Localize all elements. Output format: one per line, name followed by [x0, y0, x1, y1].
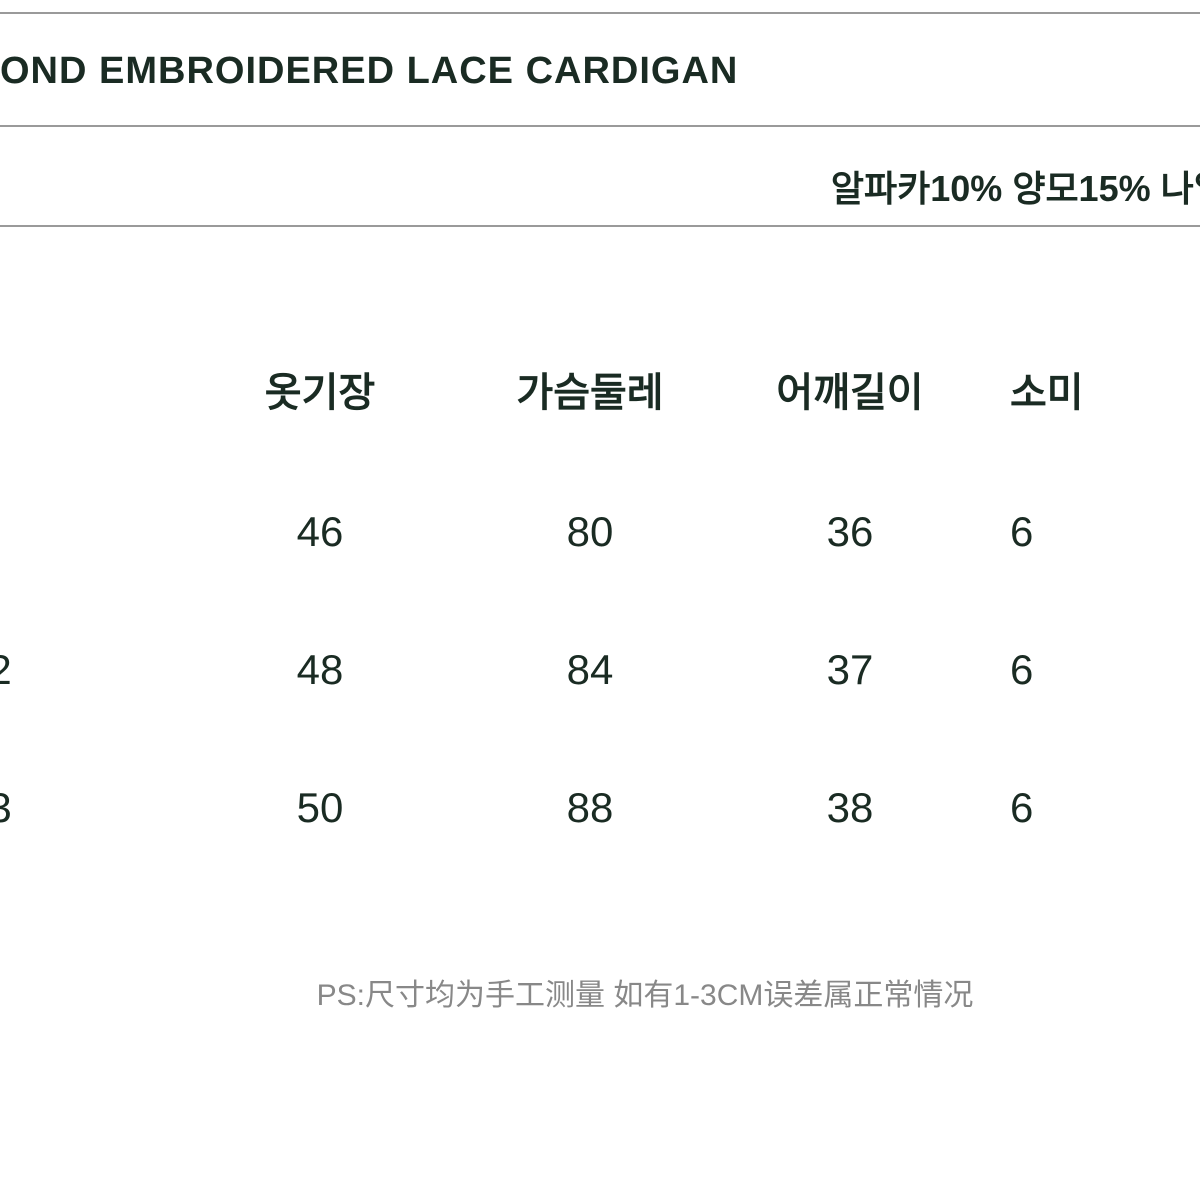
header-size	[0, 360, 60, 418]
table-row: 2 48 84 37 6	[0, 646, 1200, 694]
cell-sleeve: 6	[1010, 646, 1190, 694]
cell-chest: 84	[460, 646, 720, 694]
cell-length: 50	[180, 784, 460, 832]
product-title: OND EMBROIDERED LACE CARDIGAN	[0, 50, 738, 93]
table-row: 3 50 88 38 6	[0, 784, 1200, 832]
cell-sleeve: 6	[1010, 784, 1190, 832]
table-header-row: 옷기장 가슴둘레 어깨길이 소미	[0, 360, 1200, 418]
cell-size: 2	[0, 646, 60, 694]
header-length: 옷기장	[180, 360, 460, 418]
header-shoulder: 어깨길이	[720, 360, 980, 418]
cell-sleeve: 6	[1010, 508, 1190, 556]
cell-shoulder: 38	[720, 784, 980, 832]
cell-shoulder: 37	[720, 646, 980, 694]
footnote: PS:尺寸均为手工测量 如有1-3CM误差属正常情况	[0, 970, 1200, 1014]
cell-length: 48	[180, 646, 460, 694]
cell-size: 3	[0, 784, 60, 832]
title-border	[0, 125, 1200, 127]
header-sleeve: 소미	[1010, 360, 1190, 418]
cell-length: 46	[180, 508, 460, 556]
size-table: 옷기장 가슴둘레 어깨길이 소미 46 80 36 6 2 48 84 37 6…	[0, 360, 1200, 832]
table-row: 46 80 36 6	[0, 508, 1200, 556]
material-border	[0, 225, 1200, 227]
material-text: 알파카10% 양모15% 나일론3	[831, 160, 1200, 212]
cell-chest: 80	[460, 508, 720, 556]
cell-chest: 88	[460, 784, 720, 832]
top-border	[0, 12, 1200, 14]
cell-size	[0, 508, 60, 556]
header-chest: 가슴둘레	[460, 360, 720, 418]
cell-shoulder: 36	[720, 508, 980, 556]
